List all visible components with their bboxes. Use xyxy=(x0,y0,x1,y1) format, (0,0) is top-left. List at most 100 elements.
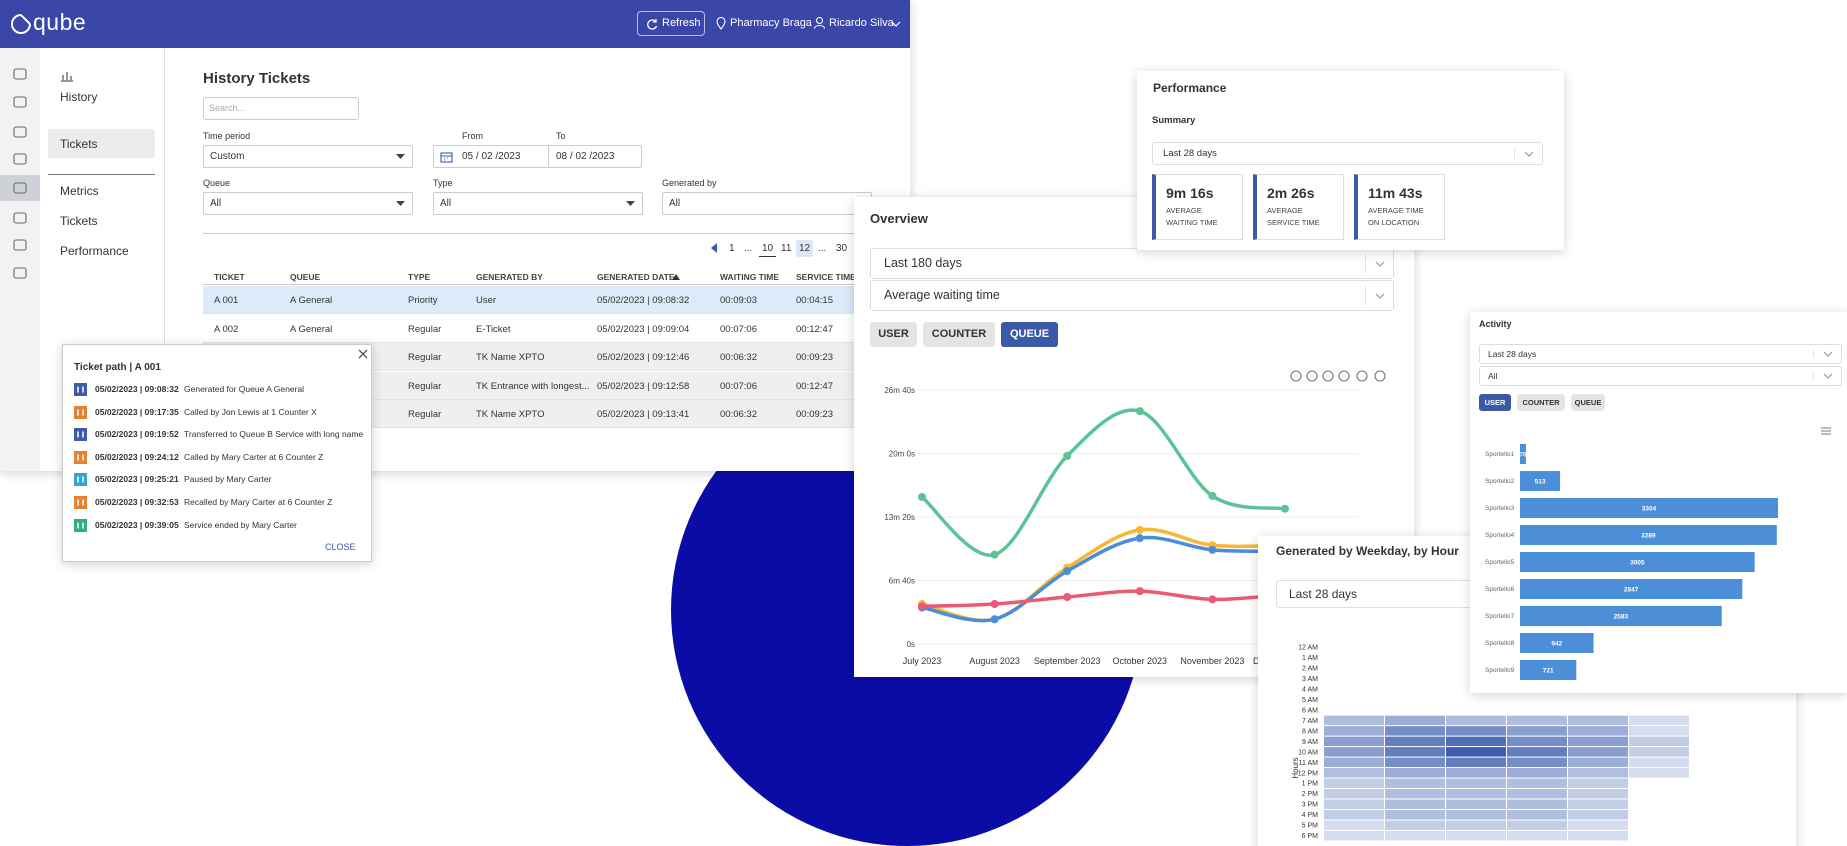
filter-label: Type xyxy=(433,178,453,188)
data-point xyxy=(1063,593,1072,602)
logo-text: qube xyxy=(33,9,87,35)
page-button[interactable]: 30 xyxy=(836,243,848,254)
kpi-label: AVERAGE xyxy=(1166,206,1202,215)
page-button[interactable]: 11 xyxy=(781,243,792,254)
kpi-value: 2m 26s xyxy=(1267,185,1315,201)
table-cell: 05/02/2023 | 09:08:32 xyxy=(597,295,690,306)
heat-cell xyxy=(1385,726,1445,736)
chevron-icon xyxy=(891,21,901,27)
heat-cell xyxy=(1446,768,1506,778)
tab-button[interactable]: QUEUE xyxy=(1571,394,1605,411)
filter-select[interactable]: All xyxy=(662,192,872,215)
event-badge xyxy=(74,405,87,419)
chevron-icon xyxy=(1524,151,1534,157)
calendar-lines xyxy=(441,155,452,161)
rail-icon xyxy=(13,182,27,194)
bar xyxy=(1520,660,1577,680)
series-line xyxy=(921,527,1286,623)
tab-button[interactable]: QUEUE xyxy=(1001,322,1058,347)
event-icon xyxy=(74,496,87,509)
menu-item-active[interactable] xyxy=(48,129,155,158)
heat-cell xyxy=(1507,747,1567,757)
x-tick-label: September 2023 xyxy=(1034,656,1101,666)
chevron xyxy=(1823,351,1833,357)
filter-select[interactable]: All xyxy=(203,192,413,215)
table-row[interactable] xyxy=(203,286,903,314)
metric-select[interactable]: Average waiting time xyxy=(870,280,1394,311)
column-header: WAITING TIME xyxy=(720,272,780,282)
table-cell: 05/02/2023 | 09:12:58 xyxy=(597,380,690,392)
filter-label: From xyxy=(462,131,483,141)
period-select[interactable]: Last 28 days xyxy=(1152,142,1543,165)
heat-cell xyxy=(1385,663,1445,673)
filter-select[interactable]: All xyxy=(1479,366,1842,386)
select-divider xyxy=(1365,254,1366,273)
sort-arrow xyxy=(672,274,680,280)
tab-button[interactable]: COUNTER xyxy=(1517,394,1565,411)
table-cell: 05/02/2023 | 09:09:04 xyxy=(597,323,690,335)
heat-cell xyxy=(1629,736,1689,747)
search-box[interactable]: Search... xyxy=(203,97,359,120)
filter-value: All xyxy=(210,198,222,209)
page-button[interactable]: 12 xyxy=(796,240,814,257)
refresh-icon xyxy=(647,19,658,30)
heat-cell xyxy=(1324,673,1384,684)
page-button[interactable]: ... xyxy=(818,243,827,254)
data-point xyxy=(918,492,926,501)
to-date: 08 / 02 /2023 xyxy=(556,151,615,162)
data-point xyxy=(990,615,999,624)
table-cell: A General xyxy=(290,323,333,335)
heat-cell xyxy=(1324,789,1384,799)
event-badge xyxy=(74,428,87,442)
table-cell: 00:06:32 xyxy=(720,409,757,421)
tab-button[interactable]: USER xyxy=(870,322,917,347)
heat-cell xyxy=(1507,736,1567,747)
table-cell: Regular xyxy=(408,352,442,364)
heat-cell xyxy=(1385,694,1445,705)
y-tick-label: 0s xyxy=(907,640,915,649)
heat-cell xyxy=(1324,830,1384,841)
series-line xyxy=(921,589,1286,609)
date-range[interactable]: 05 / 02 /2023 08 / 02 /2023 xyxy=(433,145,642,168)
panel-title: Generated by Weekday, by Hour xyxy=(1276,544,1459,558)
hour-label: 6 AM xyxy=(1302,707,1318,714)
hour-label: 2 PM xyxy=(1302,791,1319,798)
heat-cell xyxy=(1385,705,1445,715)
period-select[interactable]: Last 180 days xyxy=(870,248,1394,279)
bar xyxy=(1520,498,1778,518)
page-button[interactable]: 1 xyxy=(729,243,735,254)
toolbar-icon xyxy=(1374,370,1386,382)
page-button[interactable]: 10 xyxy=(759,240,777,257)
data-point xyxy=(1208,545,1217,554)
table-cell: A General xyxy=(290,295,333,306)
tab-button[interactable]: USER xyxy=(1479,394,1511,411)
chart-toolbar xyxy=(1290,370,1386,382)
page-button[interactable]: ... xyxy=(744,243,753,254)
hour-label: 6 PM xyxy=(1302,833,1319,840)
filter-select[interactable]: All xyxy=(433,192,643,215)
performance-panel: Performance Summary Last 28 days 9m 16s AVER… xyxy=(1137,71,1564,250)
heat-cell xyxy=(1385,747,1445,757)
menu-item: Tickets xyxy=(60,214,98,228)
bar-value-label: 3289 xyxy=(1641,533,1656,540)
refresh-button[interactable]: Refresh xyxy=(637,11,705,36)
filter-select[interactable]: Custom xyxy=(203,145,413,168)
table-header-line xyxy=(203,284,903,285)
rail-active xyxy=(0,175,40,201)
table-row[interactable] xyxy=(203,314,903,343)
heat-cell xyxy=(1446,809,1506,820)
chart-menu xyxy=(1821,427,1831,435)
heat-cell xyxy=(1385,778,1445,789)
heat-cell xyxy=(1507,757,1567,768)
close-button[interactable]: CLOSE xyxy=(325,542,356,552)
rail-glyph xyxy=(13,96,27,108)
hour-label: 11 AM xyxy=(1299,760,1318,767)
period-select[interactable]: Last 28 days xyxy=(1479,344,1842,364)
bar-category: Sportello2 xyxy=(1485,478,1515,485)
tab-button[interactable]: COUNTER xyxy=(923,322,995,347)
hour-label: 4 AM xyxy=(1302,686,1318,693)
chevron xyxy=(1823,373,1833,379)
x-tick-label: November 2023 xyxy=(1180,656,1244,666)
heat-cell xyxy=(1324,694,1384,705)
table-cell: Regular xyxy=(408,380,442,392)
